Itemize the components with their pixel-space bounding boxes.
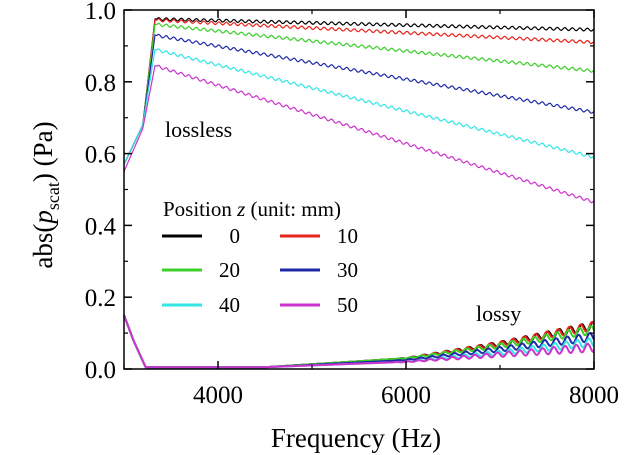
x-tick-label: 8000 [569,382,619,409]
lossy-annotation: lossy [476,301,521,326]
x-axis-label: Frequency (Hz) [271,423,441,453]
series-line-lossless-40 [123,48,595,165]
series-line-lossy-10 [123,314,595,369]
series-line-lossy-30 [123,314,595,369]
x-tick-label: 4000 [193,382,243,409]
series-line-lossy-0 [123,314,595,369]
legend-label-0: 0 [230,224,241,248]
axis-ticks: 0.0 0.2 0.4 0.6 0.8 1.0 4000 6000 8000 [85,0,619,409]
legend: Position z (unit: mm) 0 10 20 30 40 50 [162,197,358,317]
y-tick-label: 0.6 [85,142,116,169]
legend-title: Position z (unit: mm) [163,197,341,221]
lossless-annotation: lossless [165,117,232,142]
series-line-lossless-20 [123,22,595,165]
plot-lines [123,16,595,369]
series-line-lossless-10 [123,18,595,165]
x-tick-label: 6000 [381,382,431,409]
legend-label-40: 40 [219,293,240,317]
series-line-lossless-30 [123,33,595,165]
series-line-lossless-0 [123,16,595,165]
legend-label-10: 10 [337,224,358,248]
y-axis-label: abs(pscat) (Pa) [28,121,63,268]
series-line-lossy-50 [123,314,595,369]
legend-label-50: 50 [337,293,358,317]
plot-frame [123,9,595,370]
legend-label-30: 30 [337,258,358,282]
series-line-lossy-20 [123,314,595,369]
y-tick-label: 0.0 [85,357,116,384]
y-tick-label: 0.4 [85,213,117,240]
y-tick-label: 0.8 [85,70,116,97]
series-line-lossy-40 [123,314,595,369]
y-tick-label: 1.0 [85,0,116,25]
series-line-lossless-50 [123,64,595,204]
y-tick-label: 0.2 [85,285,116,312]
legend-label-20: 20 [219,258,240,282]
